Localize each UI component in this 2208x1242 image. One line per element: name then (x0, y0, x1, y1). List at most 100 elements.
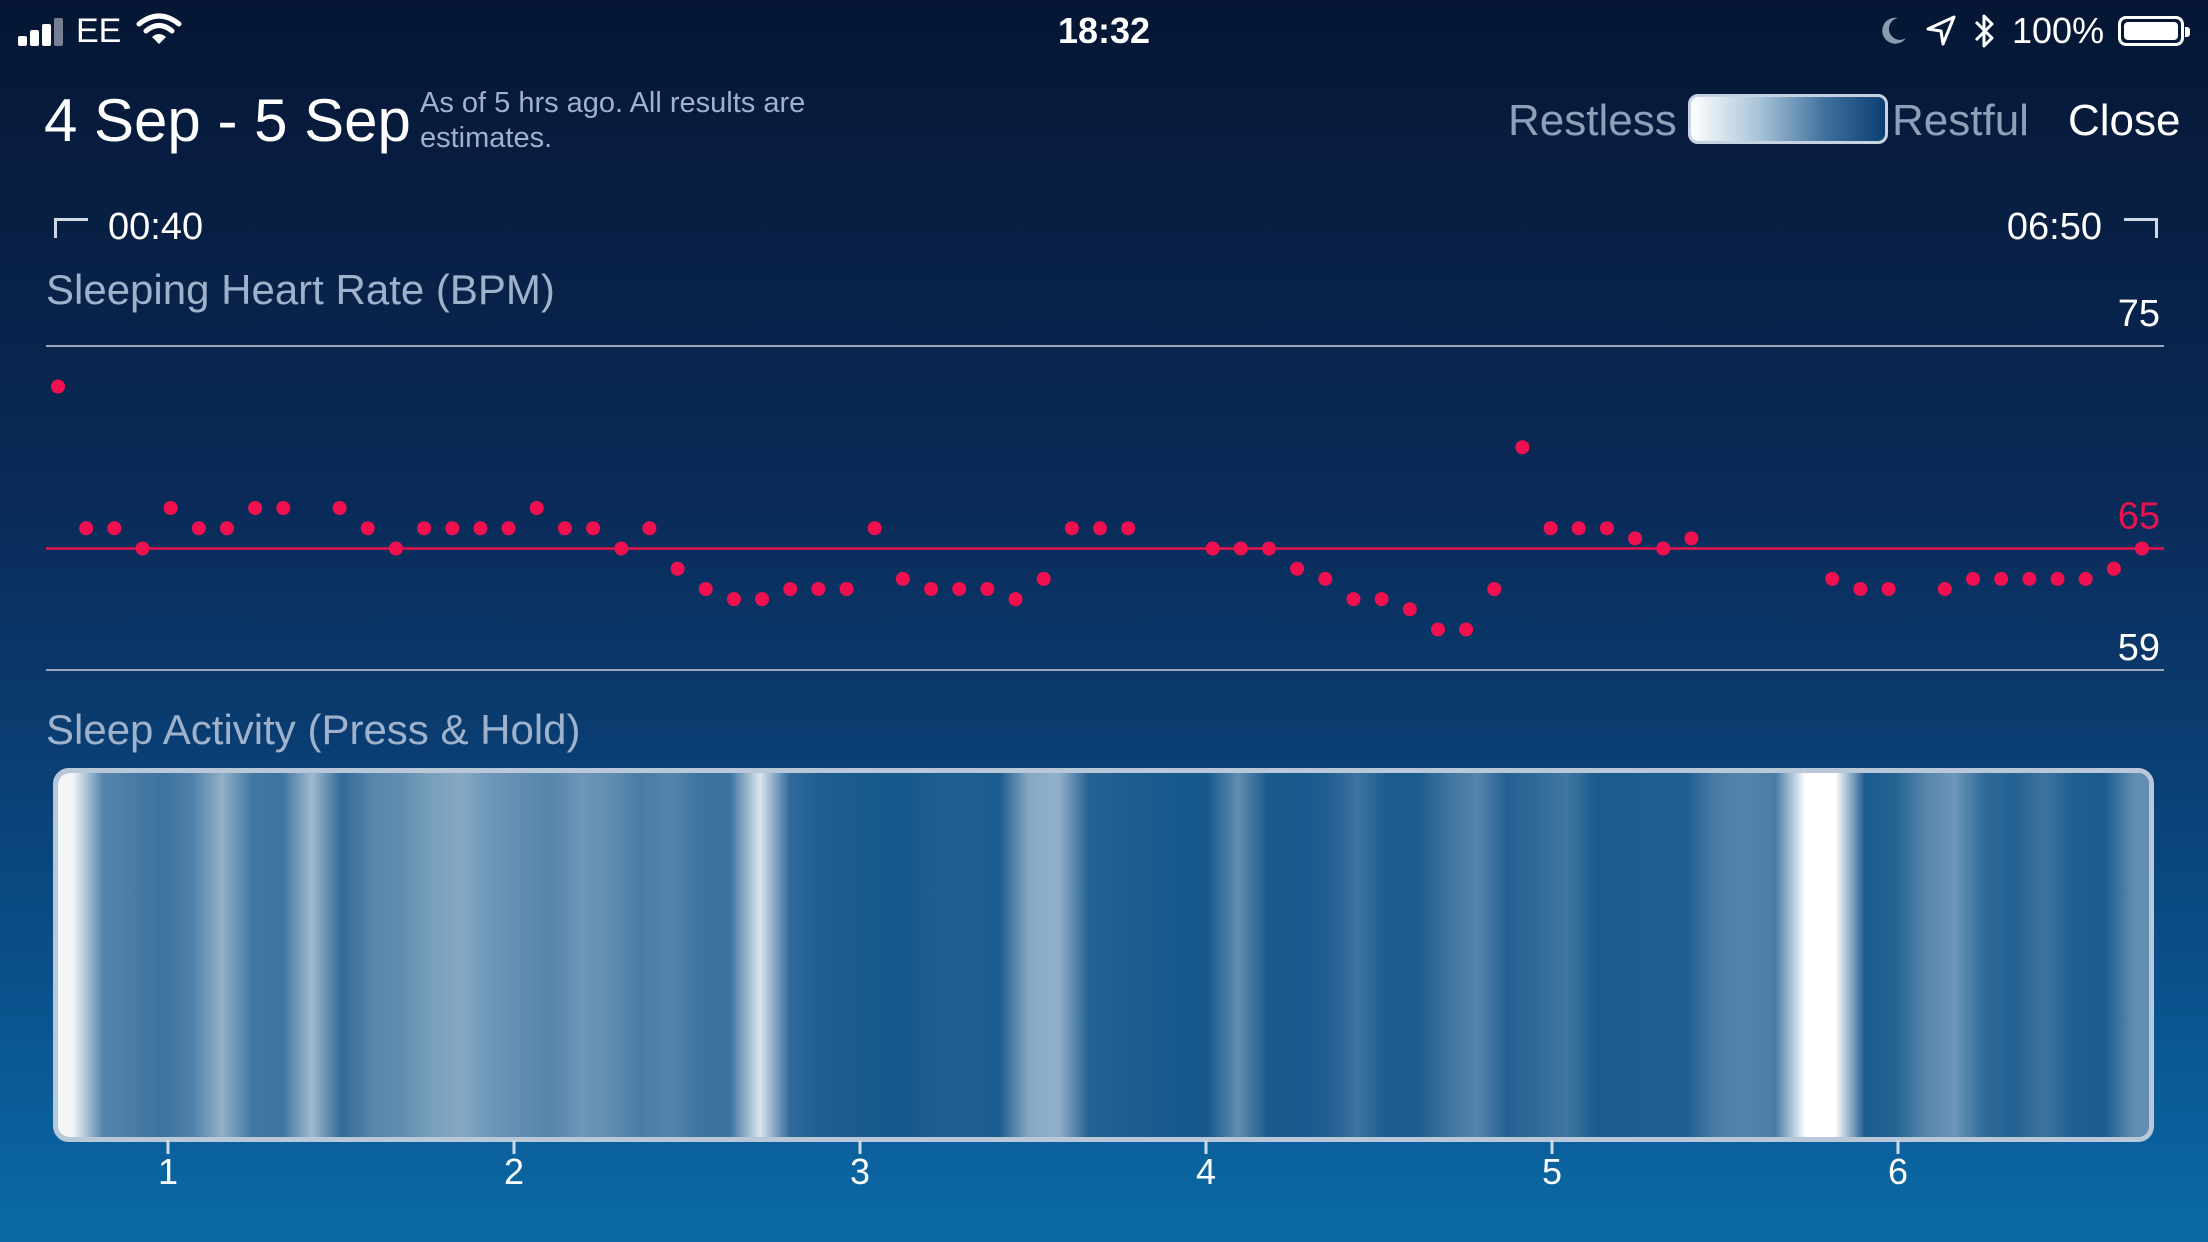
heart-rate-point (839, 582, 854, 596)
estimate-note: As of 5 hrs ago. All results are estimat… (420, 87, 806, 154)
heart-rate-point (1487, 582, 1502, 596)
heart-rate-point (1374, 592, 1389, 607)
reference-label-65: 65 (2118, 496, 2160, 538)
heart-rate-point (1543, 521, 1558, 536)
heart-rate-point (360, 521, 375, 536)
heart-rate-point (1656, 541, 1671, 556)
heart-rate-point (1825, 571, 1840, 586)
heart-rate-point (1008, 592, 1023, 607)
heart-rate-point (1318, 571, 1333, 586)
heart-rate-point (1966, 571, 1981, 586)
axis-tick-label: 2 (504, 1151, 524, 1192)
axis-tick-label: 6 (1888, 1151, 1908, 1192)
heart-rate-point (417, 521, 432, 536)
heart-rate-point (980, 582, 995, 596)
start-bracket-icon (54, 218, 88, 238)
wifi-icon (136, 13, 182, 44)
legend-restful-label: Restful (1892, 96, 2029, 145)
heart-rate-point (1430, 622, 1445, 637)
heart-rate-point (163, 501, 178, 515)
heart-rate-point (1881, 582, 1896, 596)
heart-rate-point (473, 521, 488, 536)
heart-rate-point (1346, 592, 1361, 607)
heart-rate-point (2078, 571, 2093, 586)
sleep-activity-title: Sleep Activity (Press & Hold) (46, 706, 581, 753)
heart-rate-point (698, 582, 713, 596)
status-clock: 18:32 (1057, 10, 1151, 51)
close-button[interactable]: Close (2068, 96, 2181, 145)
heart-rate-point (276, 501, 291, 515)
heart-rate-point (783, 582, 798, 596)
end-bracket-icon (2124, 218, 2158, 238)
heart-rate-point (642, 521, 657, 536)
heart-rate-point (1515, 440, 1530, 455)
heart-rate-point (79, 521, 94, 536)
sleep-activity-axis: 1 2 3 4 5 6 (158, 1140, 1908, 1192)
heart-rate-point (1205, 541, 1220, 556)
heart-rate-point (895, 571, 910, 586)
heart-rate-point (867, 521, 882, 536)
heart-rate-point (1853, 582, 1868, 596)
restlessness-legend-gradient (1688, 94, 1888, 144)
heart-rate-point (1628, 531, 1643, 546)
heart-rate-point (2106, 561, 2121, 576)
axis-tick-label: 3 (850, 1151, 870, 1192)
heart-rate-point (1571, 521, 1586, 536)
heart-rate-title: Sleeping Heart Rate (BPM) (46, 266, 555, 313)
heart-rate-point (248, 501, 263, 515)
heart-rate-point (51, 379, 65, 394)
bluetooth-icon (1974, 14, 1994, 48)
heart-rate-point (1459, 622, 1474, 637)
heart-rate-point (726, 592, 741, 607)
heart-rate-point (1233, 541, 1248, 556)
heart-rate-point (1402, 602, 1417, 617)
signal-icon (18, 18, 68, 46)
heart-rate-point (501, 521, 516, 536)
end-time: 06:50 (2006, 206, 2102, 248)
legend-restless-label: Restless (1508, 96, 1677, 145)
heart-rate-point (2135, 541, 2149, 556)
heart-rate-point (1261, 541, 1276, 556)
moon-icon (1882, 17, 1906, 44)
heart-rate-point (1093, 521, 1107, 536)
reference-label-59: 59 (2118, 627, 2160, 669)
status-bar: EE 18:32 100% (0, 0, 2208, 60)
heart-rate-point (614, 541, 629, 556)
heart-rate-point (1290, 561, 1305, 576)
battery-percentage: 100% (2012, 10, 2105, 51)
heart-rate-point (1994, 571, 2009, 586)
heart-rate-point (924, 582, 939, 596)
heart-rate-point (2022, 571, 2037, 586)
heart-rate-point (1937, 582, 1952, 596)
heart-rate-point (135, 541, 150, 556)
heart-rate-point (586, 521, 601, 536)
carrier-label: EE (76, 12, 122, 50)
heart-rate-point (1684, 531, 1699, 546)
heart-rate-point (1121, 521, 1136, 536)
heart-rate-point (811, 582, 826, 596)
axis-tick-label: 5 (1542, 1151, 1562, 1192)
heart-rate-point (557, 521, 572, 536)
heart-rate-point (1036, 571, 1051, 586)
heart-rate-point (529, 501, 544, 515)
heart-rate-point (1064, 521, 1079, 536)
heart-rate-chart: 75 65 59 (46, 293, 2164, 671)
heart-rate-point (107, 521, 122, 536)
heart-rate-point (952, 582, 967, 596)
heart-rate-point (332, 501, 347, 515)
heart-rate-point (670, 561, 685, 576)
start-time: 00:40 (108, 206, 204, 248)
heart-rate-point (445, 521, 460, 536)
sleep-activity-bar[interactable] (53, 768, 2154, 1142)
heart-rate-point (388, 541, 403, 556)
heart-rate-point (755, 592, 770, 607)
axis-tick-label: 4 (1196, 1151, 1216, 1192)
heart-rate-point (191, 521, 206, 536)
axis-tick-label: 1 (158, 1151, 178, 1192)
date-range-title: 4 Sep - 5 Sep (44, 87, 411, 154)
heart-rate-point (2050, 571, 2065, 586)
location-arrow-icon (1926, 15, 1956, 46)
reference-label-75: 75 (2118, 293, 2160, 335)
sleep-activity-heatmap (58, 773, 2149, 1137)
battery-icon (2118, 16, 2190, 46)
